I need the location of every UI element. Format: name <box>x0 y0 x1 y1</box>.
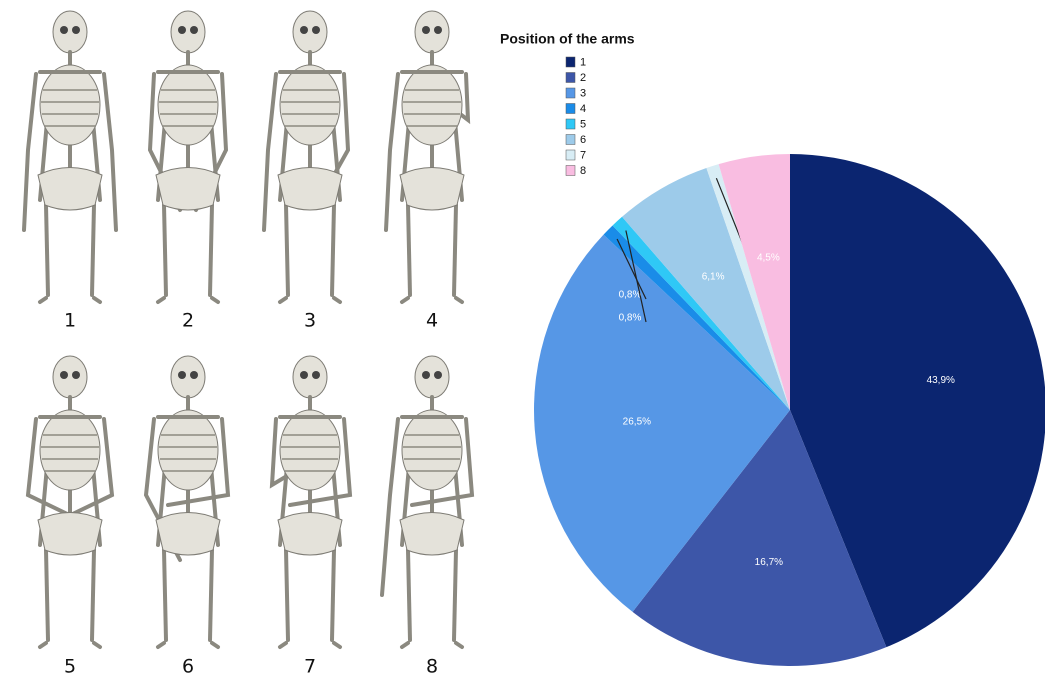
legend-label: 8 <box>580 165 586 177</box>
pie-slice <box>706 164 790 410</box>
pie-slice <box>622 168 790 410</box>
skeleton <box>384 9 471 304</box>
panel-label: 1 <box>64 310 76 332</box>
skeleton-body <box>36 9 104 304</box>
skeleton <box>147 9 229 304</box>
pie-slice <box>603 225 790 410</box>
skeleton-arms <box>22 72 118 232</box>
skeleton <box>380 354 475 649</box>
legend-label: 7 <box>580 149 586 161</box>
value-label: 4,5% <box>757 253 780 264</box>
legend-label: 6 <box>580 134 586 146</box>
legend-swatch <box>565 56 576 68</box>
leader-line <box>625 230 647 323</box>
skeleton-body <box>154 9 222 304</box>
panel-label: 2 <box>182 310 194 332</box>
value-label: 16,7% <box>755 557 783 568</box>
legend-swatch <box>565 72 576 83</box>
panel-label: 3 <box>304 310 316 332</box>
legend-label: 4 <box>580 103 586 115</box>
skeleton-body <box>276 354 344 649</box>
skeleton <box>262 9 351 304</box>
legend-label: 1 <box>580 56 586 68</box>
value-label: 26,5% <box>623 416 651 427</box>
skeleton <box>269 354 353 649</box>
pie-slice <box>612 216 790 410</box>
value-label: 0,8% <box>619 313 642 324</box>
skeleton-body <box>398 354 466 649</box>
legend-swatch <box>565 103 576 114</box>
pie-slice <box>718 154 790 410</box>
legend-swatch <box>565 165 576 176</box>
legend-swatch <box>565 134 576 145</box>
legend-swatch <box>565 149 576 161</box>
pie-slice <box>790 154 1045 648</box>
legend-title: Position of the arms <box>500 31 635 47</box>
legend-label: 3 <box>580 87 586 99</box>
skeleton <box>25 354 115 649</box>
pie-chart: 43,9%16,7%26,5%0,8%0,8%6,1%0,8%4,5% <box>533 154 1045 666</box>
legend-label: 2 <box>580 72 586 84</box>
legend-swatch <box>565 87 576 99</box>
skeleton-body <box>36 354 104 649</box>
leader-line <box>616 238 647 300</box>
skeleton <box>143 354 231 649</box>
panel-label: 7 <box>304 656 316 677</box>
panel-label: 6 <box>182 656 194 677</box>
legend-label: 5 <box>580 118 586 130</box>
value-label: 0,8% <box>619 290 642 301</box>
pie-slice <box>632 410 887 666</box>
skeleton-body <box>154 354 222 649</box>
skeleton-body <box>398 9 466 304</box>
panel-label: 8 <box>426 656 438 677</box>
skeleton-body <box>276 9 344 304</box>
legend-swatch <box>565 118 576 130</box>
value-label: 6,1% <box>702 272 725 283</box>
skeleton-panels: 1 2 3 4 5 6 7 8 <box>22 9 475 677</box>
pie-slice <box>533 234 790 612</box>
skeleton <box>22 9 118 304</box>
panel-label: 5 <box>64 656 76 677</box>
value-label: 43,9% <box>927 375 955 386</box>
panel-label: 4 <box>426 310 438 332</box>
